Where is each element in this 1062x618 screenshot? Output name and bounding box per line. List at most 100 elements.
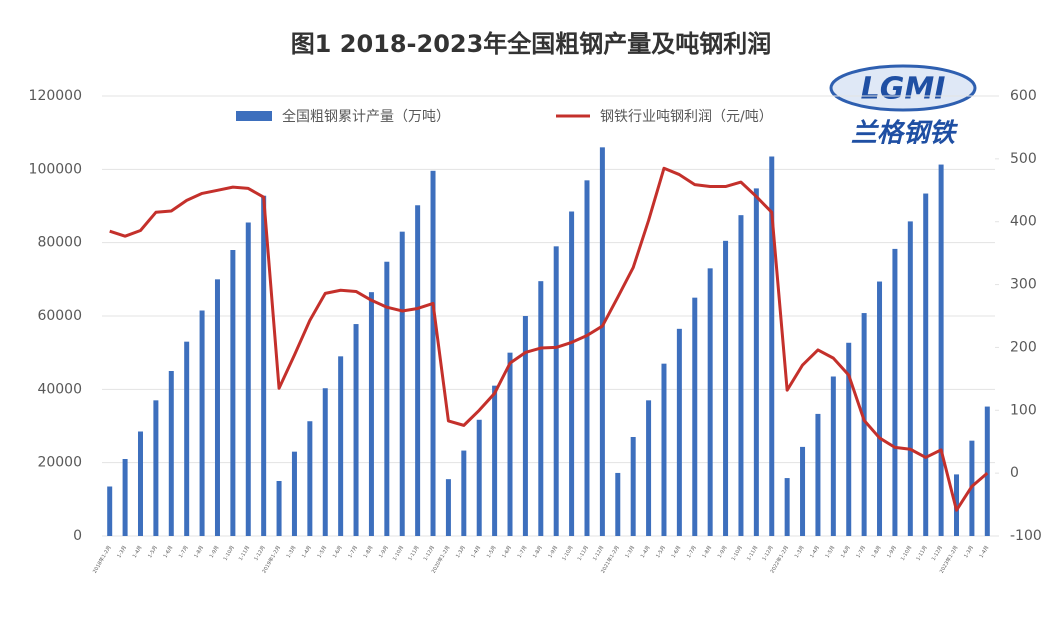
x-tick-label: 1-9月: [547, 545, 559, 559]
x-tick-label: 1-9月: [886, 545, 898, 559]
x-tick-label: 1-6月: [163, 545, 175, 559]
x-tick-label: 1-3月: [116, 545, 128, 559]
x-tick-label: 1-8月: [701, 545, 713, 559]
bar: [569, 211, 575, 536]
bar: [430, 170, 436, 537]
x-tick-label: 1-5月: [316, 545, 328, 559]
bar: [137, 431, 143, 536]
bar: [461, 450, 467, 536]
bar: [245, 222, 251, 536]
x-tick-label: 1-7月: [855, 545, 867, 559]
bar: [584, 180, 590, 537]
bar: [184, 341, 190, 536]
x-tick-label: 1-8月: [871, 545, 883, 559]
bar: [599, 147, 605, 537]
bar: [723, 240, 729, 537]
bar: [199, 310, 205, 536]
bar: [214, 279, 220, 536]
x-tick-label: 1-5月: [486, 545, 498, 559]
bar: [538, 281, 544, 536]
bar: [630, 437, 636, 536]
bar: [445, 479, 451, 536]
bar: [615, 472, 621, 536]
x-tick-label: 1-3月: [455, 545, 467, 559]
y-tick-label: 0: [73, 528, 82, 544]
x-tick-label: 1-5月: [147, 545, 159, 559]
y2-tick-label: 600: [1010, 88, 1037, 104]
y2-tick-label: 400: [1010, 214, 1037, 230]
bar: [168, 371, 174, 536]
legend-label: 全国粗钢累计产量（万吨）: [282, 108, 450, 125]
bar: [291, 451, 297, 536]
bar: [892, 248, 898, 536]
bar: [476, 419, 482, 536]
bar: [938, 164, 944, 537]
y-tick-label: 100000: [29, 161, 82, 177]
x-tick-label: 1-9月: [717, 545, 729, 559]
x-tick-label: 1-7月: [517, 545, 529, 559]
x-tick-label: 1-4月: [132, 545, 144, 559]
bar: [861, 313, 867, 536]
bar: [846, 342, 852, 536]
bar: [492, 385, 498, 536]
bar: [707, 268, 713, 536]
y2-tick-label: 300: [1010, 277, 1037, 293]
x-tick-label: 1-6月: [501, 545, 513, 559]
x-tick-label: 1-8月: [532, 545, 544, 559]
y-tick-label: 60000: [37, 308, 82, 324]
bar: [676, 328, 682, 536]
bar: [353, 324, 359, 536]
bar: [261, 195, 267, 536]
x-tick-label: 1-8月: [363, 545, 375, 559]
bar: [646, 400, 652, 536]
x-tick-label: 1-3月: [963, 545, 975, 559]
legend-label: 钢铁行业吨钢利润（元/吨）: [600, 109, 773, 125]
y2-tick-label: -100: [1010, 528, 1042, 544]
x-tick-label: 1-5月: [825, 545, 837, 559]
bar: [661, 363, 667, 536]
x-tick-label: 1-4月: [301, 545, 313, 559]
bar: [507, 352, 513, 536]
bar: [877, 281, 883, 536]
bar: [984, 406, 990, 536]
y2-tick-label: 500: [1010, 151, 1037, 167]
x-tick-label: 1-4月: [809, 545, 821, 559]
x-tick-label: 1-8月: [193, 545, 205, 559]
bar: [738, 215, 744, 536]
bar: [107, 486, 113, 536]
bar: [692, 297, 698, 536]
y2-tick-label: 200: [1010, 339, 1037, 355]
y-tick-label: 20000: [37, 455, 82, 471]
line: [109, 166, 989, 512]
bar: [800, 446, 806, 536]
bar: [415, 205, 421, 536]
x-tick-label: 1-4月: [470, 545, 482, 559]
x-tick-label: 1-3月: [286, 545, 298, 559]
x-tick-label: 1-3月: [624, 545, 636, 559]
logo-ring: [829, 64, 977, 112]
x-tick-label: 1-7月: [347, 545, 359, 559]
bar: [553, 246, 559, 537]
chart-title: 图1 2018-2023年全国粗钢产量及吨钢利润: [291, 30, 772, 58]
y-tick-label: 120000: [29, 88, 82, 104]
y2-tick-label: 0: [1010, 465, 1019, 481]
bar: [923, 193, 929, 537]
y-tick-label: 40000: [37, 381, 82, 397]
y-tick-label: 80000: [37, 235, 82, 251]
bar: [399, 231, 405, 536]
bar: [830, 376, 836, 536]
x-tick-label: 1-9月: [209, 545, 221, 559]
bar: [230, 250, 236, 536]
x-tick-label: 1-6月: [671, 545, 683, 559]
x-tick-label: 1-4月: [640, 545, 652, 559]
bar: [769, 156, 775, 536]
bar: [338, 356, 344, 536]
x-tick-label: 1-7月: [178, 545, 190, 559]
logo-subtext: 兰格钢铁: [851, 119, 959, 149]
bar: [322, 388, 328, 536]
bar: [907, 221, 913, 536]
x-tick-label: 1-6月: [332, 545, 344, 559]
legend-swatch: [236, 111, 272, 121]
logo-text: LGMI: [861, 72, 946, 107]
